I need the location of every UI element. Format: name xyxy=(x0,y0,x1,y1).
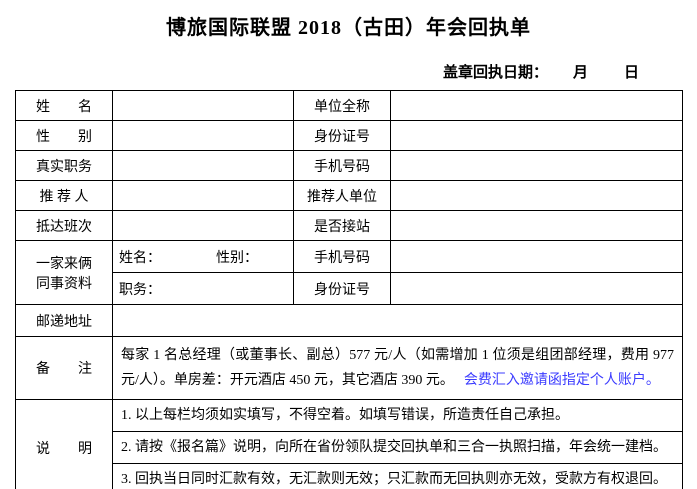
note-item-3: 3. 回执当日同时汇款有效，无汇款则无效；只汇款而无回执则亦无效，受款方有权退回… xyxy=(112,463,683,489)
colleague-label-line2: 同事资料 xyxy=(36,276,92,292)
notes-label: 说 明 xyxy=(15,399,113,489)
field-label-pickup: 是否接站 xyxy=(293,210,391,241)
field-label-name: 姓 名 xyxy=(15,90,113,121)
table-row: 职务： 身份证号 xyxy=(16,272,683,305)
stamp-date-line: 盖章回执日期： 月 日 xyxy=(0,61,697,82)
field-label-referrer: 推 荐 人 xyxy=(15,180,113,211)
table-row: 3. 回执当日同时汇款有效，无汇款则无效；只汇款而无回执则亦无效，受款方有权退回… xyxy=(16,463,683,489)
remark-label: 备 注 xyxy=(15,336,113,400)
field-input-pickup[interactable] xyxy=(390,210,683,241)
table-row: 邮递地址 xyxy=(15,304,683,337)
colleague-mobile-label: 手机号码 xyxy=(293,240,391,273)
field-input-name[interactable] xyxy=(112,90,294,121)
receipt-form-table: 姓 名 单位全称 性 别 身份证号 真实职务 手机号码 推 荐 人 推荐人 xyxy=(15,90,683,489)
table-row: 推 荐 人 推荐人单位 xyxy=(15,180,683,211)
remark-text: 每家 1 名总经理（或董事长、副总）577 元/人（如需增加 1 位须是组团部经… xyxy=(121,348,674,388)
colleague-label-line1: 一家来俩 xyxy=(36,256,92,272)
field-input-id-number[interactable] xyxy=(390,120,683,151)
field-label-referrer-company: 推荐人单位 xyxy=(293,180,391,211)
colleague-name-label: 姓名： xyxy=(119,250,161,266)
day-label: 日 xyxy=(623,65,639,81)
colleague-section-label: 一家来俩 同事资料 xyxy=(15,240,113,305)
colleague-title-label: 职务： xyxy=(119,282,161,298)
remark-highlight-text: 会费汇入邀请函指定个人账户。 xyxy=(463,373,660,388)
field-label-id-number: 身份证号 xyxy=(293,120,391,151)
colleague-id-input[interactable] xyxy=(390,272,683,305)
field-input-mobile[interactable] xyxy=(390,150,683,181)
field-input-position[interactable] xyxy=(112,150,294,181)
remark-text-cell: 每家 1 名总经理（或董事长、副总）577 元/人（如需增加 1 位须是组团部经… xyxy=(112,336,683,400)
table-row: 说 明 1. 以上每栏均须如实填写，不得空着。如填写错误，所造责任自己承担。 xyxy=(15,399,683,489)
table-row: 姓 名 单位全称 xyxy=(15,90,683,121)
colleague-id-label: 身份证号 xyxy=(293,272,391,305)
month-label: 月 xyxy=(572,65,588,81)
field-label-arrival-shift: 抵达班次 xyxy=(15,210,113,241)
page-title: 博旅国际联盟 2018（古田）年会回执单 xyxy=(166,17,531,39)
field-label-address: 邮递地址 xyxy=(15,304,113,337)
note-item-1: 1. 以上每栏均须如实填写，不得空着。如填写错误，所造责任自己承担。 xyxy=(112,399,683,432)
field-label-mobile: 手机号码 xyxy=(293,150,391,181)
colleague-gender-label: 性别： xyxy=(216,250,258,266)
table-row: 真实职务 手机号码 xyxy=(15,150,683,181)
colleague-title-cell[interactable]: 职务： xyxy=(112,272,294,305)
field-input-gender[interactable] xyxy=(112,120,294,151)
colleague-name-gender-cell[interactable]: 姓名： 性别： xyxy=(112,240,294,273)
table-row: 性 别 身份证号 xyxy=(15,120,683,151)
field-input-company[interactable] xyxy=(390,90,683,121)
field-input-referrer[interactable] xyxy=(112,180,294,211)
field-input-address[interactable] xyxy=(112,304,683,337)
field-input-referrer-company[interactable] xyxy=(390,180,683,211)
note-item-2: 2. 请按《报名篇》说明，向所在省份领队提交回执单和三合一执照扫描，年会统一建档… xyxy=(112,431,683,464)
field-label-gender: 性 别 xyxy=(15,120,113,151)
field-label-company: 单位全称 xyxy=(293,90,391,121)
table-row: 2. 请按《报名篇》说明，向所在省份领队提交回执单和三合一执照扫描，年会统一建档… xyxy=(16,431,683,464)
field-label-position: 真实职务 xyxy=(15,150,113,181)
colleague-mobile-input[interactable] xyxy=(390,240,683,273)
stamp-date-label: 盖章回执日期： xyxy=(442,65,548,81)
table-row: 一家来俩 同事资料 姓名： 性别： 手机号码 xyxy=(15,240,683,305)
table-row: 备 注 每家 1 名总经理（或董事长、副总）577 元/人（如需增加 1 位须是… xyxy=(15,336,683,400)
field-input-arrival-shift[interactable] xyxy=(112,210,294,241)
table-row: 抵达班次 是否接站 xyxy=(15,210,683,241)
